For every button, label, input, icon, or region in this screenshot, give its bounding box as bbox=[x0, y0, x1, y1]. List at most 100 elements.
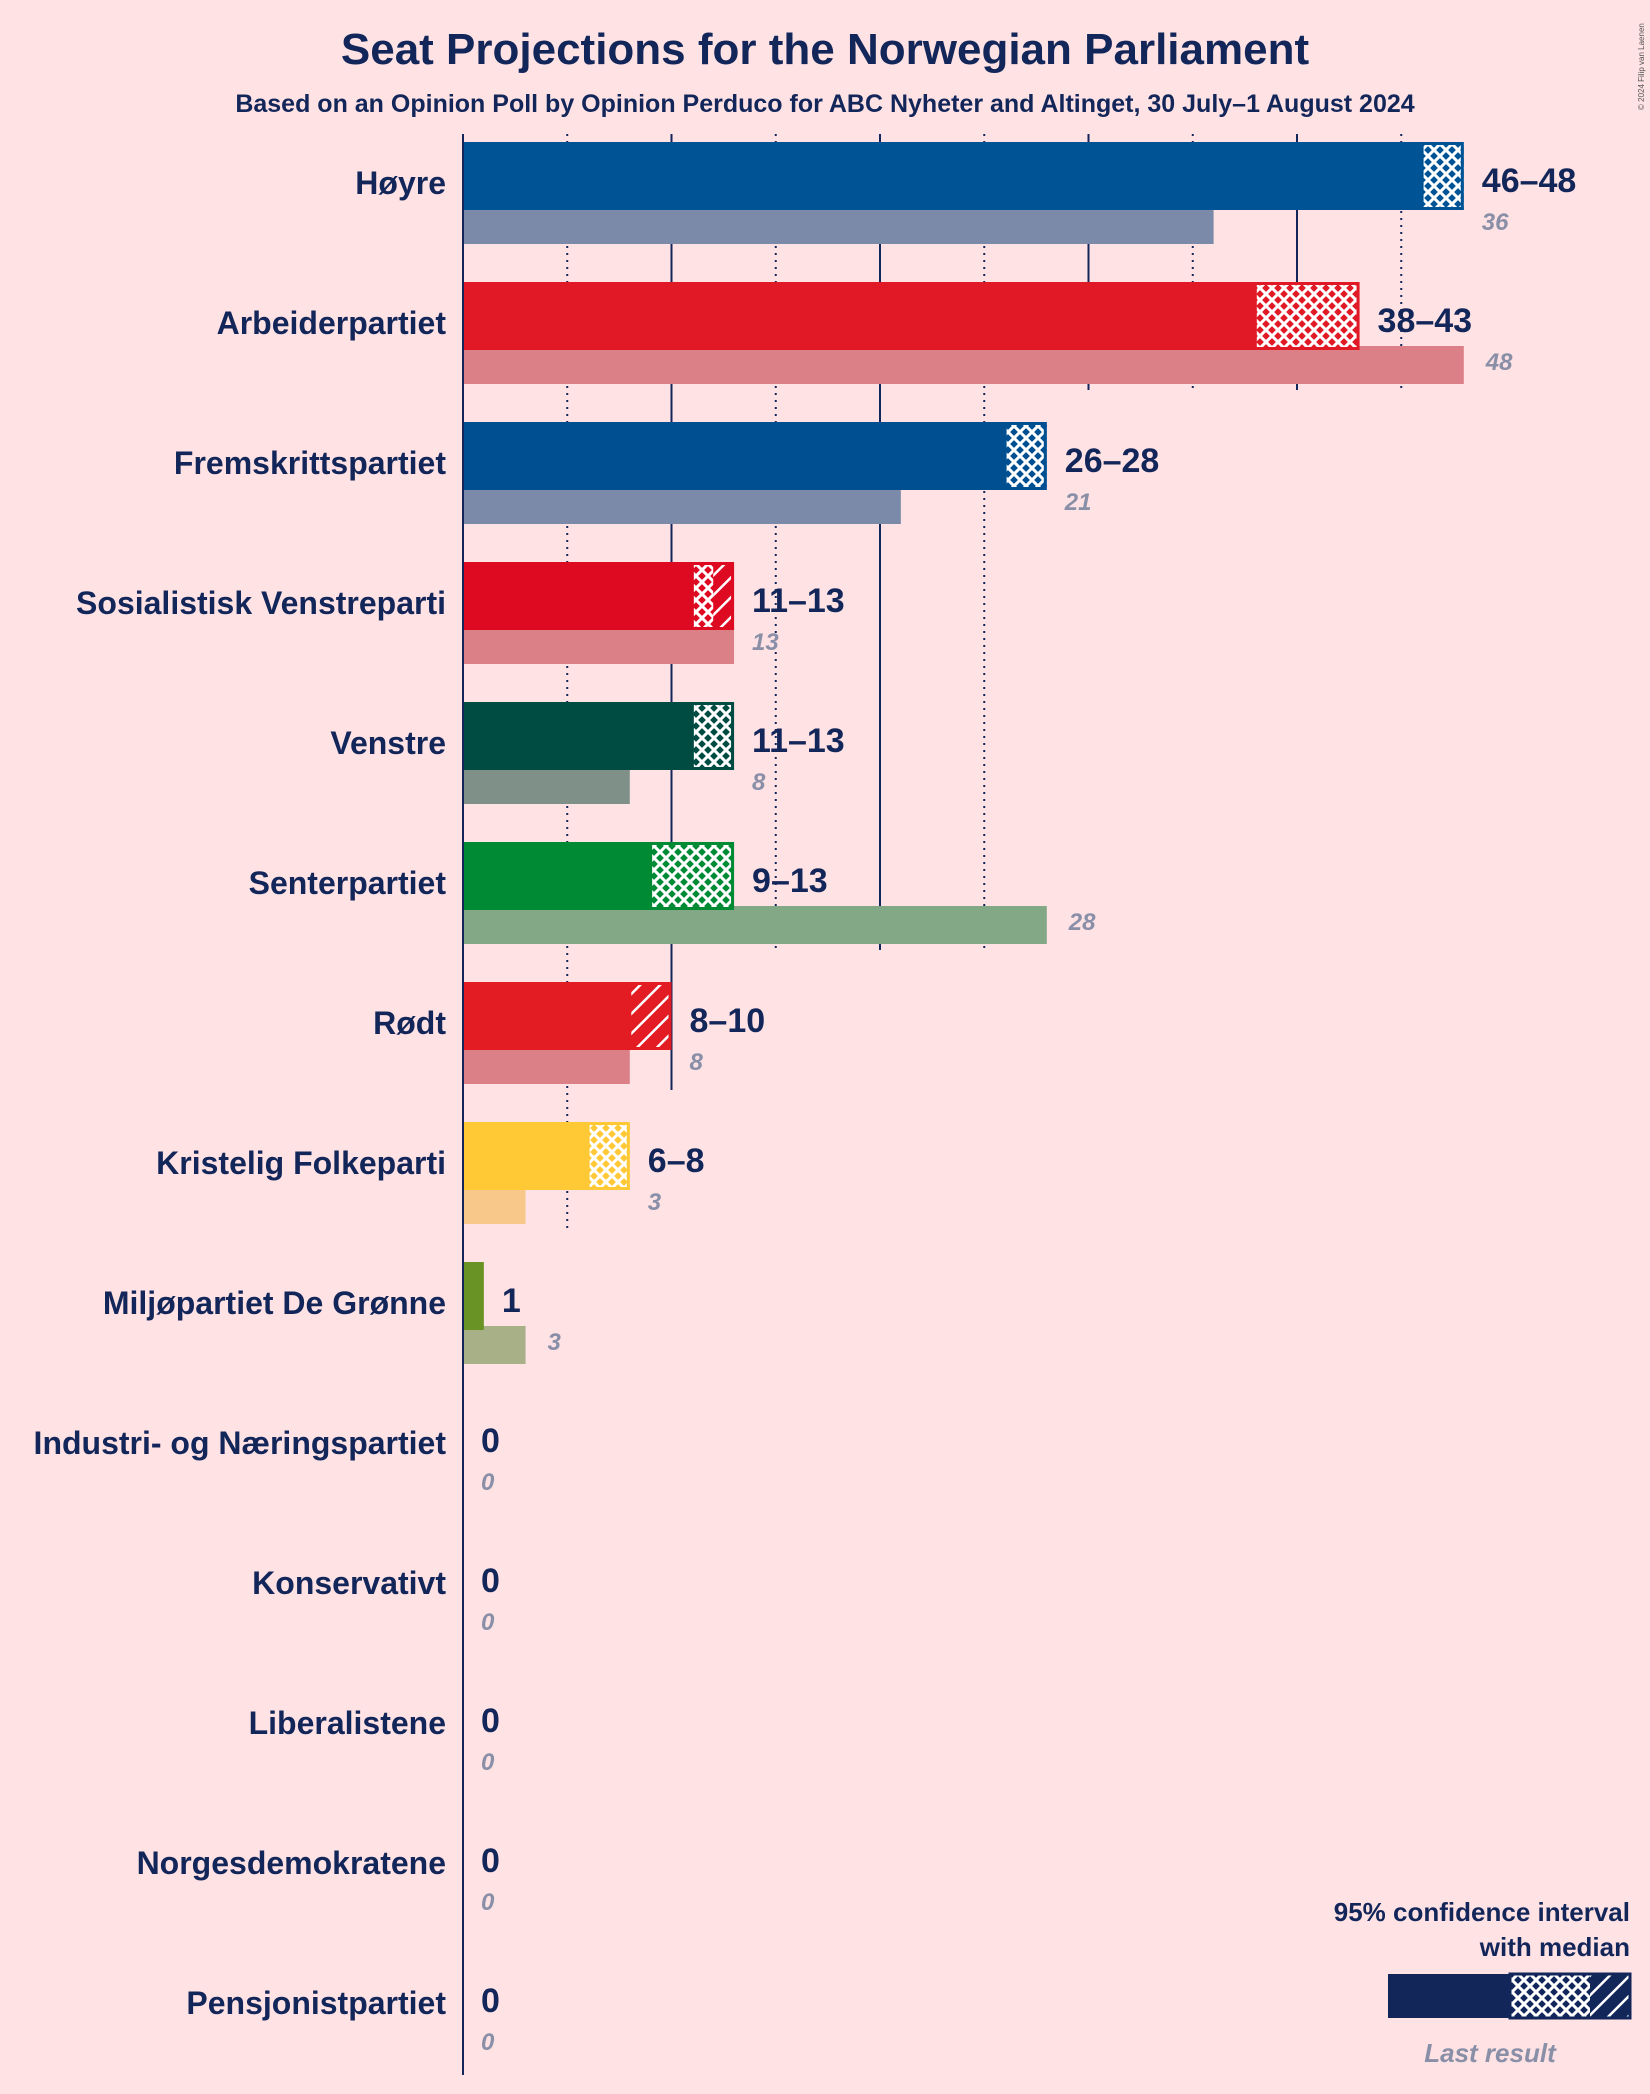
party-row-12: Norgesdemokratene 0 0 bbox=[137, 1842, 500, 1916]
range-label: 0 bbox=[481, 1562, 500, 1600]
range-label: 11–13 bbox=[752, 582, 845, 620]
bar-solid bbox=[463, 422, 1006, 490]
party-label: Venstre bbox=[330, 725, 446, 761]
bar-ci-outline bbox=[628, 982, 672, 1050]
last-result-bar bbox=[463, 766, 630, 804]
range-label: 0 bbox=[481, 1702, 500, 1740]
legend-bar-ci-diag-pattern bbox=[1590, 1974, 1630, 2018]
range-label: 0 bbox=[481, 1982, 500, 2020]
party-label: Miljøpartiet De Grønne bbox=[103, 1285, 446, 1321]
party-label: Liberalistene bbox=[249, 1705, 446, 1741]
bar-solid bbox=[463, 982, 630, 1050]
last-result-label: 8 bbox=[690, 1049, 704, 1076]
party-row-8: Miljøpartiet De Grønne 13 bbox=[103, 1262, 562, 1364]
bar-ci-diagonal-hatch bbox=[629, 982, 672, 1050]
last-result-label: 21 bbox=[1064, 489, 1092, 516]
last-result-label: 3 bbox=[548, 1329, 562, 1356]
last-result-label: 0 bbox=[481, 1749, 495, 1776]
party-label: Industri- og Næringspartiet bbox=[34, 1425, 447, 1461]
party-row-13: Pensjonistpartiet 0 0 bbox=[186, 1982, 500, 2056]
party-row-9: Industri- og Næringspartiet 0 0 bbox=[34, 1422, 500, 1496]
bar-solid bbox=[463, 1122, 589, 1190]
legend-ci-line1: 95% confidence interval bbox=[1334, 1897, 1630, 1927]
party-row-7: Kristelig Folkeparti 6–8 3 bbox=[156, 1122, 705, 1224]
last-result-label: 28 bbox=[1068, 909, 1096, 936]
bar-ci-cross-hatch bbox=[692, 562, 714, 630]
chart-title: Seat Projections for the Norwegian Parli… bbox=[341, 25, 1310, 74]
last-result-bar bbox=[463, 1186, 526, 1224]
legend: 95% confidence interval with median Last… bbox=[1334, 1897, 1632, 2068]
party-row-3: Sosialistisk Venstreparti 11–13 13 bbox=[76, 562, 845, 664]
legend-bar-solid bbox=[1388, 1974, 1510, 2018]
last-result-label: 0 bbox=[481, 1609, 495, 1636]
range-label: 6–8 bbox=[648, 1142, 705, 1180]
bar-ci-cross-hatch bbox=[1255, 282, 1360, 350]
bar-solid bbox=[463, 1262, 484, 1330]
last-result-bar bbox=[463, 906, 1047, 944]
last-result-bar bbox=[463, 486, 901, 524]
last-result-label: 48 bbox=[1485, 349, 1513, 376]
last-result-label: 0 bbox=[481, 2029, 495, 2056]
party-label: Arbeiderpartiet bbox=[217, 305, 447, 341]
bar-ci-cross-hatch bbox=[692, 702, 735, 770]
party-row-11: Liberalistene 0 0 bbox=[249, 1702, 500, 1776]
bar-ci-cross-hatch bbox=[588, 1122, 630, 1190]
bar-ci-outline bbox=[586, 1122, 630, 1190]
party-label: Høyre bbox=[355, 165, 446, 201]
bar-ci-cross-hatch bbox=[1422, 142, 1464, 210]
last-result-label: 0 bbox=[481, 1469, 495, 1496]
last-result-bar bbox=[463, 206, 1214, 244]
party-label: Pensjonistpartiet bbox=[186, 1985, 446, 2021]
last-result-bar bbox=[463, 346, 1464, 384]
party-row-1: Arbeiderpartiet 38–43 48 bbox=[217, 282, 1513, 384]
bar-solid bbox=[463, 142, 1423, 210]
party-row-2: Fremskrittspartiet 26–28 21 bbox=[174, 422, 1159, 524]
party-row-5: Senterpartiet 9–13 28 bbox=[249, 842, 1096, 944]
range-label: 38–43 bbox=[1378, 302, 1473, 340]
bar-ci-cross-hatch bbox=[650, 842, 735, 910]
legend-bar-ci-cross-pattern bbox=[1510, 1974, 1590, 2018]
bar-ci-cross-hatch bbox=[1005, 422, 1047, 490]
range-label: 46–48 bbox=[1482, 162, 1577, 200]
bar-ci-outline bbox=[690, 702, 735, 770]
party-row-0: Høyre 46–48 36 bbox=[355, 142, 1576, 244]
range-label: 0 bbox=[481, 1842, 500, 1880]
range-label: 26–28 bbox=[1065, 442, 1160, 480]
party-label: Norgesdemokratene bbox=[137, 1845, 446, 1881]
bar-solid bbox=[463, 842, 651, 910]
range-label: 1 bbox=[502, 1282, 521, 1320]
bar-ci-outline bbox=[649, 842, 735, 910]
party-label: Senterpartiet bbox=[249, 865, 447, 901]
last-result-bar bbox=[463, 1326, 526, 1364]
bars: Høyre 46–48 36 Arbeiderpartiet 38–43 48 Fremsk… bbox=[34, 142, 1576, 2056]
legend-bar-outline bbox=[1508, 1972, 1632, 2020]
bar-solid bbox=[463, 282, 1256, 350]
last-result-bar bbox=[463, 1046, 630, 1084]
party-label: Fremskrittspartiet bbox=[174, 445, 446, 481]
last-result-label: 0 bbox=[481, 1889, 495, 1916]
last-result-bar bbox=[463, 626, 735, 664]
party-label: Konservativt bbox=[252, 1565, 446, 1601]
range-label: 8–10 bbox=[690, 1002, 766, 1040]
bar-ci-outline bbox=[690, 562, 735, 630]
last-result-label: 3 bbox=[648, 1189, 662, 1216]
range-label: 11–13 bbox=[752, 722, 845, 760]
last-result-label: 13 bbox=[752, 629, 779, 656]
legend-ci-line2: with median bbox=[1479, 1932, 1630, 1962]
bar-ci-outline bbox=[1420, 142, 1464, 210]
party-row-10: Konservativt 0 0 bbox=[252, 1562, 500, 1636]
party-row-4: Venstre 11–13 8 bbox=[330, 702, 845, 804]
party-label: Sosialistisk Venstreparti bbox=[76, 585, 446, 621]
bar-ci-diagonal-hatch bbox=[713, 562, 735, 630]
bar-ci-outline bbox=[1253, 282, 1360, 350]
copyright-notice: © 2024 Filip van Laenen bbox=[1637, 23, 1646, 110]
party-label: Rødt bbox=[373, 1005, 446, 1041]
party-row-6: Rødt 8–10 8 bbox=[373, 982, 765, 1084]
party-label: Kristelig Folkeparti bbox=[156, 1145, 446, 1181]
bar-solid bbox=[463, 562, 693, 630]
bar-solid bbox=[463, 702, 693, 770]
range-label: 9–13 bbox=[752, 862, 828, 900]
bar-ci-outline bbox=[1003, 422, 1047, 490]
